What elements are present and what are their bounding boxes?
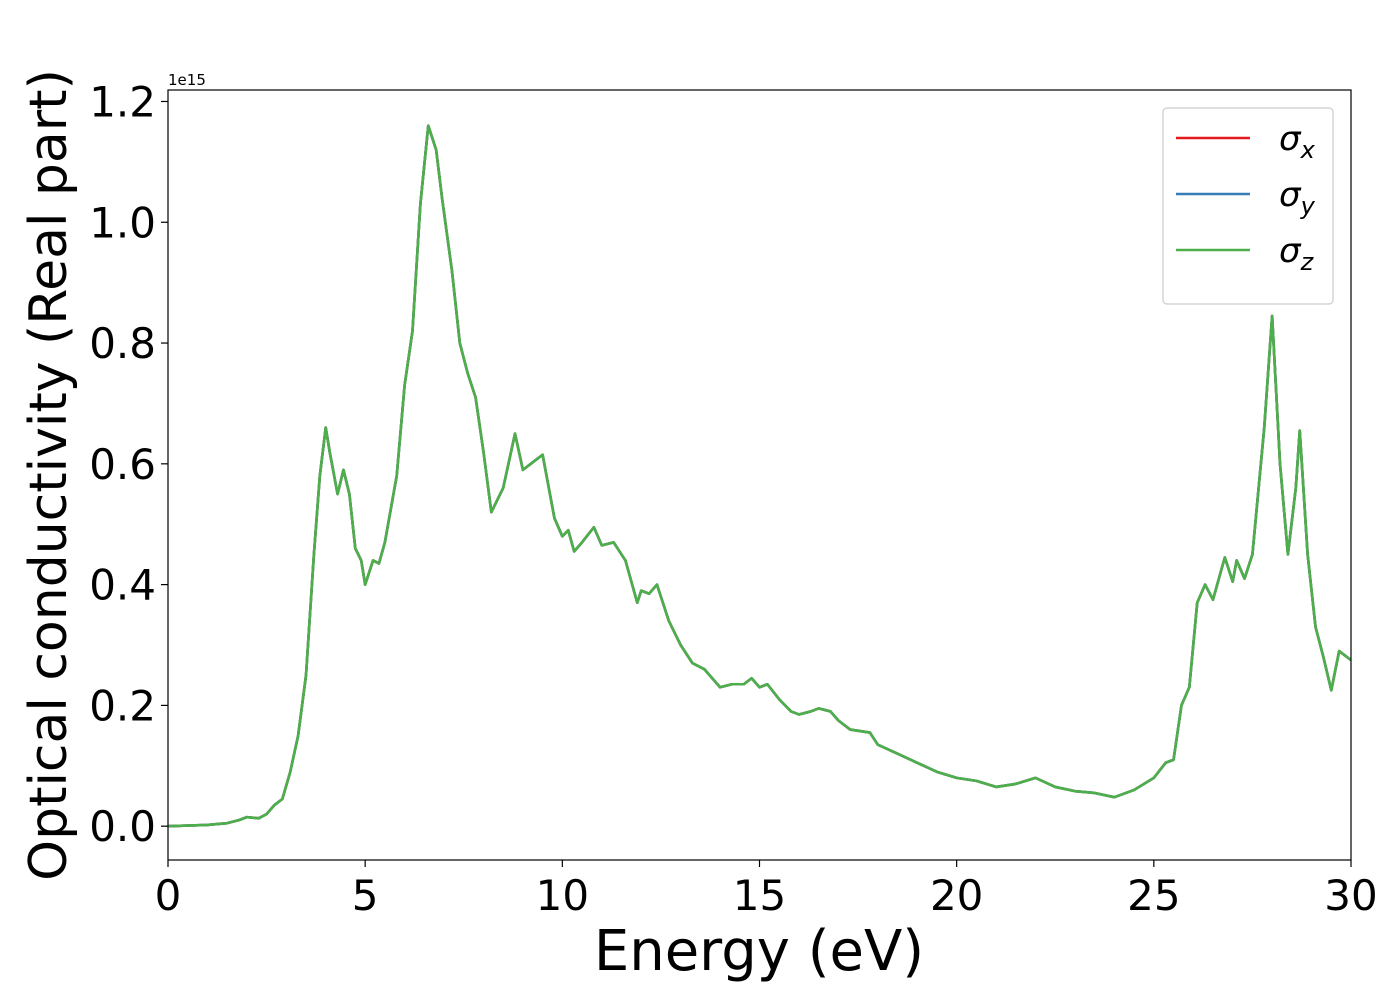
y-tick-label: 0.0 [89,802,156,851]
y-axis-label: Optical conductivity (Real part) [19,69,79,881]
y-tick-label: 0.8 [89,319,156,368]
x-tick-label: 15 [733,871,786,920]
y-tick-label: 0.2 [89,681,156,730]
y-tick-label: 1.2 [89,77,156,126]
series-line [168,124,1351,828]
x-tick-label: 30 [1324,871,1377,920]
y-tick-label: 1.0 [89,198,156,247]
y-tick-label: 0.6 [89,440,156,489]
y-offset-label: 1e15 [168,71,206,89]
x-tick-label: 20 [930,871,983,920]
x-tick-label: 0 [155,871,182,920]
legend-box [1162,107,1334,305]
x-axis-label: Energy (eV) [594,919,924,984]
legend-label: σx [1279,119,1316,164]
legend-label: σz [1279,231,1315,276]
x-tick-label: 5 [352,871,379,920]
legend-label: σy [1279,175,1316,220]
plot-area [168,90,1351,860]
y-tick-label: 0.4 [89,561,156,610]
lines [168,124,1351,828]
x-tick-label: 10 [536,871,589,920]
x-tick-label: 25 [1127,871,1180,920]
